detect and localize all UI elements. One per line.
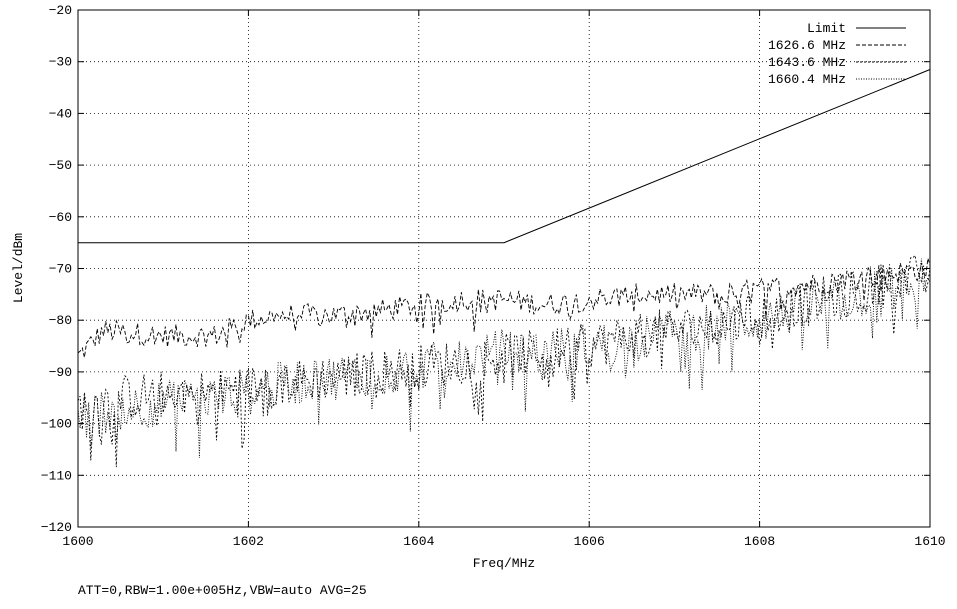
x-tick-label: 1600 (62, 534, 93, 549)
y-tick-label: −40 (49, 106, 72, 121)
series-layer (77, 69, 931, 468)
x-tick-label: 1602 (233, 534, 264, 549)
y-tick-label: −120 (41, 520, 72, 535)
measurement-settings: ATT=0,RBW=1.00e+005Hz,VBW=auto AVG=25 (78, 583, 367, 598)
series-line-1643-6-mhz (77, 254, 931, 468)
legend-label: 1660.4 MHz (768, 72, 846, 87)
x-tick-label: 1606 (574, 534, 605, 549)
series-line-1660-4-mhz (77, 258, 931, 458)
y-tick-label: −30 (49, 55, 72, 70)
legend-label: 1643.6 MHz (768, 55, 846, 70)
x-tick-label: 1608 (744, 534, 775, 549)
y-tick-label: −110 (41, 468, 72, 483)
y-tick-label: −90 (49, 365, 72, 380)
ticks: 1600 1602 1604 1606 1608 1610 −120 −110 −100 −90 −… (41, 3, 946, 549)
y-tick-label: −60 (49, 210, 72, 225)
series-line-1626-6-mhz (77, 258, 931, 358)
y-axis-label: Level/dBm (11, 233, 26, 303)
x-axis-label: Freq/MHz (473, 556, 535, 571)
y-tick-label: −100 (41, 417, 72, 432)
legend: Limit 1626.6 MHz 1643.6 MHz 1660.4 MHz (768, 21, 906, 87)
series-line-limit (78, 69, 931, 244)
y-tick-label: −70 (49, 262, 72, 277)
legend-label: 1626.6 MHz (768, 38, 846, 53)
x-tick-label: 1610 (914, 534, 945, 549)
grid (78, 10, 930, 527)
y-tick-label: −20 (49, 3, 72, 18)
legend-label: Limit (807, 21, 846, 36)
y-tick-label: −50 (49, 158, 72, 173)
y-tick-label: −80 (49, 313, 72, 328)
x-tick-label: 1604 (403, 534, 434, 549)
